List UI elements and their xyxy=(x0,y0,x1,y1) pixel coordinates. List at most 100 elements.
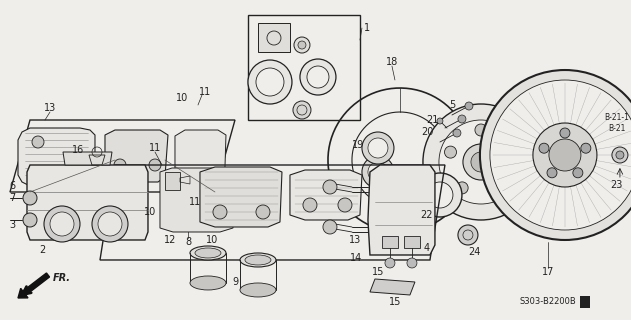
Circle shape xyxy=(44,206,80,242)
Circle shape xyxy=(300,59,336,95)
Text: 22: 22 xyxy=(421,210,433,220)
Text: 10: 10 xyxy=(206,235,218,245)
Circle shape xyxy=(307,66,329,88)
Ellipse shape xyxy=(240,253,276,267)
Circle shape xyxy=(256,205,270,219)
Circle shape xyxy=(533,123,597,187)
Circle shape xyxy=(456,182,468,194)
Polygon shape xyxy=(27,165,148,240)
Circle shape xyxy=(92,206,128,242)
Circle shape xyxy=(581,143,591,153)
Circle shape xyxy=(32,136,44,148)
Circle shape xyxy=(465,102,473,110)
Circle shape xyxy=(560,128,570,138)
Text: 23: 23 xyxy=(611,180,623,190)
Text: 11: 11 xyxy=(199,87,211,97)
Text: 1: 1 xyxy=(364,23,370,33)
Circle shape xyxy=(368,162,388,182)
Text: 10: 10 xyxy=(144,207,156,217)
Text: FR.: FR. xyxy=(53,273,71,283)
Ellipse shape xyxy=(245,255,271,265)
Circle shape xyxy=(612,147,628,163)
Ellipse shape xyxy=(190,276,226,290)
Circle shape xyxy=(480,70,631,240)
Text: 12: 12 xyxy=(164,235,176,245)
Circle shape xyxy=(50,212,74,236)
Polygon shape xyxy=(175,130,226,173)
Circle shape xyxy=(362,156,394,188)
Circle shape xyxy=(362,132,394,164)
Circle shape xyxy=(493,182,505,194)
Circle shape xyxy=(423,104,539,220)
Polygon shape xyxy=(404,236,420,248)
Circle shape xyxy=(213,205,227,219)
Text: 13: 13 xyxy=(349,235,361,245)
Bar xyxy=(580,296,590,308)
Text: 2: 2 xyxy=(39,245,45,255)
Circle shape xyxy=(458,225,478,245)
Circle shape xyxy=(519,200,525,206)
Circle shape xyxy=(114,159,126,171)
Text: B-21-1: B-21-1 xyxy=(604,113,629,122)
Circle shape xyxy=(418,173,462,217)
Circle shape xyxy=(248,60,292,104)
Circle shape xyxy=(32,166,44,178)
Text: 11: 11 xyxy=(149,143,161,153)
Text: 16: 16 xyxy=(72,145,84,155)
Circle shape xyxy=(475,124,487,136)
Circle shape xyxy=(453,129,461,137)
Polygon shape xyxy=(63,152,112,165)
Text: 18: 18 xyxy=(386,57,398,67)
Text: 11: 11 xyxy=(189,197,201,207)
Polygon shape xyxy=(10,120,235,192)
Ellipse shape xyxy=(195,248,221,258)
Text: 15: 15 xyxy=(389,297,401,307)
Circle shape xyxy=(573,168,583,178)
Text: 14: 14 xyxy=(350,253,362,263)
Text: 17: 17 xyxy=(542,267,554,277)
Text: 24: 24 xyxy=(468,247,480,257)
Text: 3: 3 xyxy=(9,220,15,230)
Text: 10: 10 xyxy=(176,93,188,103)
Text: 5: 5 xyxy=(449,100,455,110)
Circle shape xyxy=(23,213,37,227)
Text: 8: 8 xyxy=(185,237,191,247)
Circle shape xyxy=(547,168,557,178)
Circle shape xyxy=(444,146,456,158)
Circle shape xyxy=(98,212,122,236)
Circle shape xyxy=(323,180,337,194)
Text: 19: 19 xyxy=(352,140,364,150)
Circle shape xyxy=(439,120,523,204)
Circle shape xyxy=(519,118,525,124)
Text: 20: 20 xyxy=(421,127,433,137)
Text: 4: 4 xyxy=(424,243,430,253)
Circle shape xyxy=(463,144,499,180)
Text: 15: 15 xyxy=(372,267,384,277)
Circle shape xyxy=(338,198,352,212)
Circle shape xyxy=(385,258,395,268)
Circle shape xyxy=(294,37,310,53)
Text: S303-B2200B: S303-B2200B xyxy=(519,298,576,307)
Circle shape xyxy=(437,118,443,124)
Circle shape xyxy=(549,139,581,171)
Polygon shape xyxy=(290,170,362,220)
Circle shape xyxy=(149,159,161,171)
Text: 6: 6 xyxy=(9,181,15,191)
Polygon shape xyxy=(165,172,180,190)
Circle shape xyxy=(458,115,466,123)
Circle shape xyxy=(437,200,443,206)
Circle shape xyxy=(616,151,624,159)
Circle shape xyxy=(323,220,337,234)
Ellipse shape xyxy=(190,246,226,260)
Text: 7: 7 xyxy=(9,193,15,203)
Circle shape xyxy=(505,146,517,158)
Text: 13: 13 xyxy=(44,103,56,113)
Circle shape xyxy=(427,182,453,208)
Circle shape xyxy=(490,80,631,230)
Circle shape xyxy=(23,191,37,205)
Polygon shape xyxy=(248,15,360,120)
FancyArrow shape xyxy=(18,273,49,298)
Circle shape xyxy=(293,101,311,119)
Polygon shape xyxy=(258,23,290,52)
Polygon shape xyxy=(368,165,435,255)
